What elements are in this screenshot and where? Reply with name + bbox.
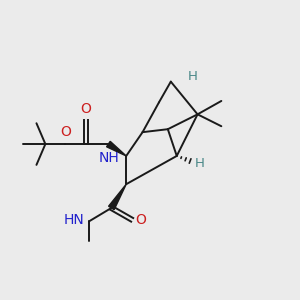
Polygon shape [106,141,126,156]
Text: O: O [135,213,146,227]
Text: HN: HN [64,213,85,227]
Text: O: O [60,125,71,139]
Text: H: H [188,70,197,83]
Polygon shape [109,184,126,210]
Text: NH: NH [99,152,120,166]
Text: O: O [81,102,92,116]
Text: H: H [195,158,205,170]
